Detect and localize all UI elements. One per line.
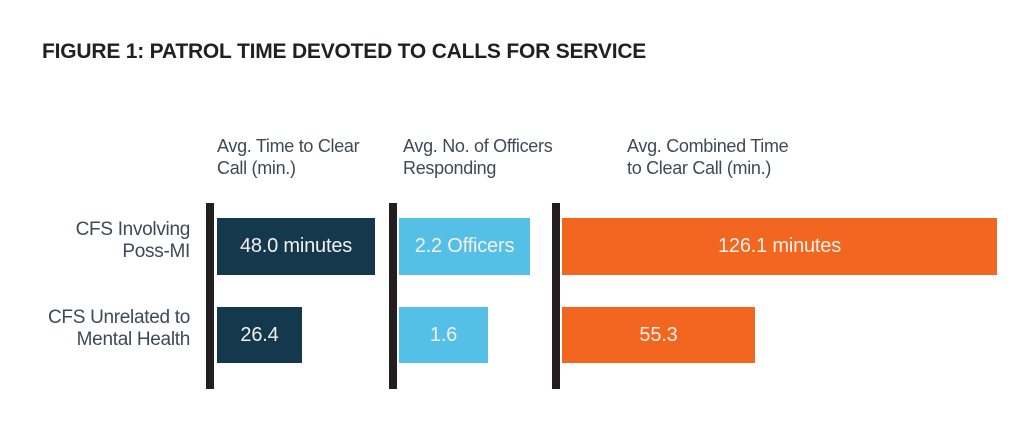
axis-line-group-1 — [206, 203, 214, 389]
figure-title: FIGURE 1: PATROL TIME DEVOTED TO CALLS F… — [42, 40, 647, 63]
row-label-line: CFS Involving — [75, 219, 191, 240]
column-header-line: Call (min.) — [217, 158, 296, 178]
column-header-line: Avg. Time to Clear — [217, 136, 360, 156]
bar-time-to-clear-unrelated: 26.4 — [217, 307, 302, 363]
bar-officers-unrelated: 1.6 — [399, 307, 488, 363]
column-header-line: to Clear Call (min.) — [627, 158, 772, 178]
bar-value-label: 1.6 — [429, 323, 458, 346]
column-header-officers-responding: Avg. No. of Officers Responding — [403, 135, 553, 179]
bar-combined-time-poss-mi: 126.1 minutes — [562, 218, 997, 275]
row-label-line: CFS Unrelated to — [48, 307, 190, 328]
column-header-line: Avg. No. of Officers — [403, 136, 553, 156]
bar-value-label: 126.1 minutes — [717, 235, 842, 257]
bar-value-label: 55.3 — [639, 323, 678, 346]
row-label-line: Poss-MI — [122, 241, 190, 262]
bar-value-label: 26.4 — [240, 323, 279, 346]
axis-line-group-3 — [552, 203, 560, 389]
row-label-cfs-unrelated: CFS Unrelated to Mental Health — [20, 307, 190, 351]
column-header-combined-time: Avg. Combined Time to Clear Call (min.) — [627, 135, 789, 179]
bar-value-label: 2.2 Officers — [414, 235, 515, 257]
column-header-line: Avg. Combined Time — [627, 136, 789, 156]
row-label-cfs-poss-mi: CFS Involving Poss-MI — [20, 219, 191, 263]
bar-value-label: 48.0 minutes — [239, 235, 353, 257]
column-header-time-to-clear: Avg. Time to Clear Call (min.) — [217, 135, 360, 179]
bar-time-to-clear-poss-mi: 48.0 minutes — [217, 218, 375, 275]
column-header-line: Responding — [403, 158, 497, 178]
row-label-line: Mental Health — [76, 329, 191, 350]
axis-line-group-2 — [389, 203, 397, 389]
bar-officers-poss-mi: 2.2 Officers — [399, 218, 530, 275]
bar-combined-time-unrelated: 55.3 — [562, 307, 755, 363]
